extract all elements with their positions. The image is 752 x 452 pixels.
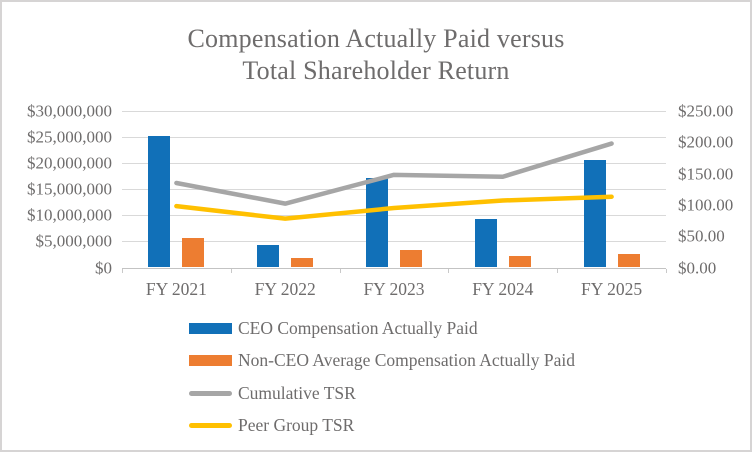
y-axis-right-tick-label: $50.00 xyxy=(678,226,725,246)
x-axis-tick xyxy=(230,268,232,273)
x-axis-label-fy-2021: FY 2021 xyxy=(145,278,207,299)
legend-label: Peer Group TSR xyxy=(238,415,355,436)
x-axis-label-fy-2022: FY 2022 xyxy=(254,278,316,299)
y-axis-right-tick-label: $0.00 xyxy=(678,258,717,277)
x-axis-line xyxy=(122,267,666,269)
y-axis-right-tick-label: $200.00 xyxy=(678,132,734,152)
legend-item-non-ceo-average-compensation-actually-paid: Non-CEO Average Compensation Actually Pa… xyxy=(189,345,575,378)
non-ceo-average-compensation-actually-paid-bar-fy-2024 xyxy=(508,255,531,268)
x-axis-tick xyxy=(122,268,123,273)
y-axis-left-tick-label: $20,000,000 xyxy=(27,153,112,173)
x-axis-tick xyxy=(339,268,341,273)
ceo-compensation-actually-paid-bar-fy-2025 xyxy=(583,160,606,268)
ceo-compensation-actually-paid-bar-fy-2021 xyxy=(148,136,171,268)
gridline xyxy=(122,137,666,139)
gridline xyxy=(122,111,666,112)
y-axis-right-tick-label: $250.00 xyxy=(678,101,734,121)
y-axis-left-tick-label: $15,000,000 xyxy=(27,179,112,199)
non-ceo-average-compensation-actually-paid-bar-fy-2023 xyxy=(400,250,422,268)
y-axis-left-tick-label: $30,000,000 xyxy=(27,101,112,121)
gridline xyxy=(122,241,666,243)
cumulative-tsr-line xyxy=(174,141,614,206)
legend-label: CEO Compensation Actually Paid xyxy=(238,317,478,338)
non-ceo-average-compensation-actually-paid-bar-fy-2025 xyxy=(617,253,640,268)
ceo-compensation-actually-paid-bar-fy-2023 xyxy=(366,177,388,268)
legend-line-icon xyxy=(189,390,232,396)
ceo-compensation-actually-paid-bar-fy-2024 xyxy=(474,218,497,268)
y-axis-left-tick-label: $0 xyxy=(95,258,112,277)
chart-title-line-1: Compensation Actually Paid versus xyxy=(187,24,565,53)
legend-line-icon xyxy=(189,423,232,429)
legend-swatch-icon xyxy=(189,322,232,334)
legend-label: Cumulative TSR xyxy=(238,382,356,403)
x-axis-label-fy-2023: FY 2023 xyxy=(363,278,425,299)
non-ceo-average-compensation-actually-paid-bar-fy-2021 xyxy=(182,237,205,268)
y-axis-left-tick-label: $5,000,000 xyxy=(35,231,113,251)
ceo-compensation-actually-paid-bar-fy-2022 xyxy=(257,245,280,268)
legend-item-cumulative-tsr: Cumulative TSR xyxy=(189,377,575,410)
y-axis-right-tick-label: $100.00 xyxy=(678,195,734,215)
non-ceo-average-compensation-actually-paid-bar-fy-2022 xyxy=(291,258,314,268)
legend: CEO Compensation Actually Paid Non-CEO Av… xyxy=(189,312,575,442)
legend-item-ceo-compensation-actually-paid: CEO Compensation Actually Paid xyxy=(189,312,575,345)
x-axis-tick xyxy=(557,268,559,273)
legend-swatch-icon xyxy=(189,355,232,367)
x-axis-tick xyxy=(448,268,450,273)
legend-item-peer-group-tsr: Peer Group TSR xyxy=(189,410,575,443)
y-axis-left-tick-label: $25,000,000 xyxy=(27,127,112,147)
x-axis-label-fy-2025: FY 2025 xyxy=(581,278,643,299)
x-axis-tick xyxy=(666,268,667,273)
legend-label: Non-CEO Average Compensation Actually Pa… xyxy=(238,350,575,371)
y-axis-left-tick-label: $10,000,000 xyxy=(27,205,112,225)
y-axis-right-tick-label: $150.00 xyxy=(678,164,734,184)
x-axis-label-fy-2024: FY 2024 xyxy=(472,278,534,299)
chart-title-line-2: Total Shareholder Return xyxy=(242,56,510,85)
